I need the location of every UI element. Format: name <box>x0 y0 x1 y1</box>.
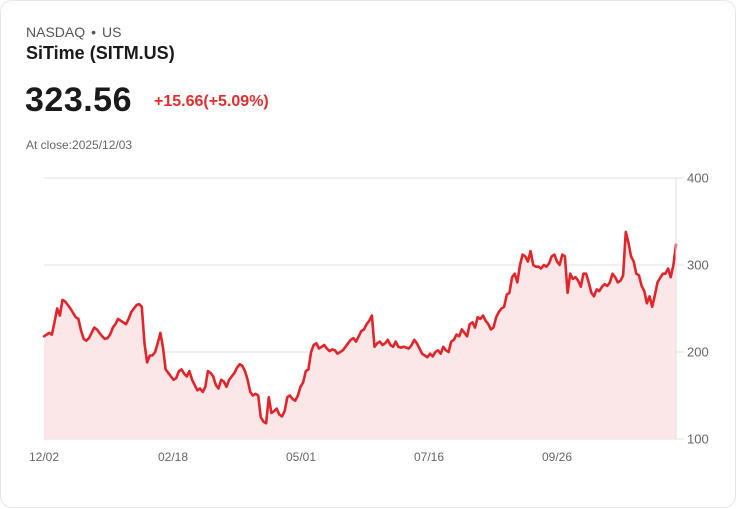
current-price: 323.56 <box>25 81 132 119</box>
x-axis-ticks: 12/02 02/18 05/01 07/16 09/26 <box>29 450 572 464</box>
close-date: At close:2025/12/03 <box>26 138 133 152</box>
y-axis-ticks: 400 300 200 100 <box>687 171 709 447</box>
x-tick-label: 09/26 <box>542 450 572 464</box>
stock-title: SiTime (SITM.US) <box>26 43 175 63</box>
y-tick-label: 300 <box>687 258 709 273</box>
price-change: +15.66(+5.09%) <box>154 93 269 110</box>
y-tick-label: 200 <box>687 345 709 360</box>
x-tick-label: 05/01 <box>286 450 316 464</box>
x-tick-label: 12/02 <box>29 450 59 464</box>
x-tick-label: 02/18 <box>158 450 188 464</box>
market-name: US <box>102 24 122 40</box>
price-line <box>42 230 678 425</box>
x-tick-label: 07/16 <box>414 450 444 464</box>
exchange-line: NASDAQ • US <box>26 24 121 40</box>
y-tick-label: 100 <box>687 432 709 447</box>
y-tick-label: 400 <box>687 171 709 186</box>
separator-dot: • <box>91 24 97 40</box>
exchange-name: NASDAQ <box>26 24 86 40</box>
